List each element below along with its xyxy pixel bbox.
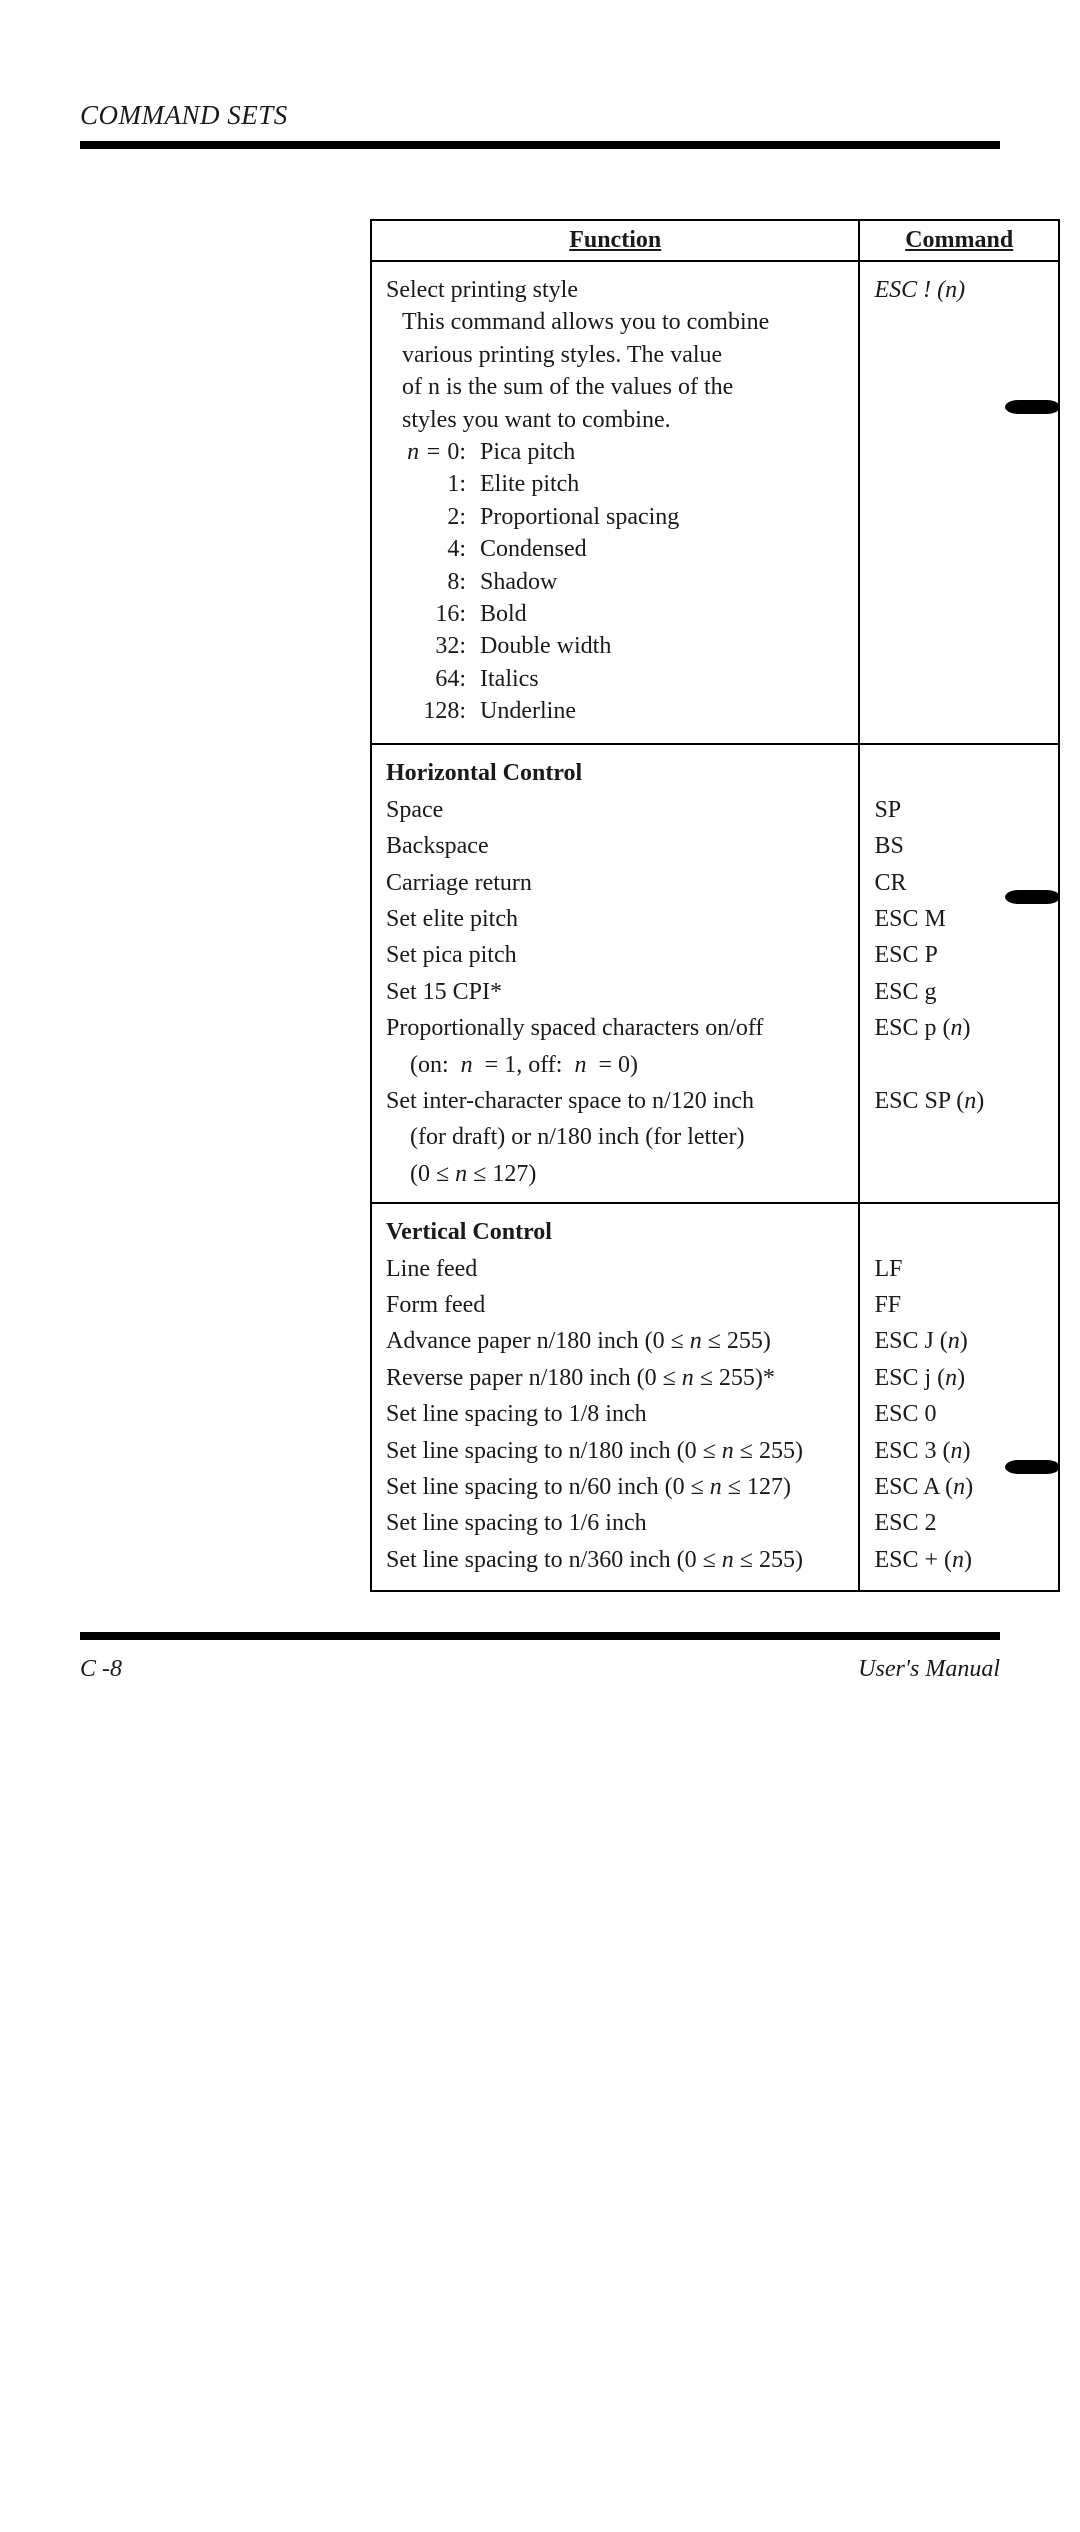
manual-title: User's Manual <box>858 1656 1000 1683</box>
table-row: Set pica pitchESC P <box>371 937 1059 973</box>
table-row: (for draft) or n/180 inch (for letter) <box>371 1119 1059 1155</box>
footer-rule <box>80 1632 1000 1640</box>
page-number: C -8 <box>80 1656 122 1683</box>
sec1-title: Select printing style <box>386 277 578 303</box>
cell-function: Select printing style This command allow… <box>371 261 859 729</box>
table-row: Set line spacing to 1/6 inchESC 2 <box>371 1505 1059 1541</box>
table-row: Select printing style This command allow… <box>371 261 1059 729</box>
n-prefix: n = <box>407 439 441 465</box>
table-row: Set line spacing to n/60 inch (0 ≤ n ≤ 1… <box>371 1469 1059 1505</box>
sec1-desc: various printing styles. The value <box>386 339 844 371</box>
table-row: (0 ≤ n ≤ 127) <box>371 1156 1059 1203</box>
table-header-row: Function Command <box>371 220 1059 261</box>
section-heading: Vertical Control <box>371 1203 859 1250</box>
table-row: Set 15 CPI*ESC g <box>371 974 1059 1010</box>
table-row: Set elite pitchESC M <box>371 901 1059 937</box>
sec1-desc: This command allows you to combine <box>386 306 844 338</box>
table-row: Set line spacing to n/360 inch (0 ≤ n ≤ … <box>371 1542 1059 1591</box>
table-row: Advance paper n/180 inch (0 ≤ n ≤ 255)ES… <box>371 1323 1059 1359</box>
manual-page: COMMAND SETS Function Command Select pri… <box>0 0 1080 1683</box>
table-row: Form feedFF <box>371 1287 1059 1323</box>
cmd-text: ESC ! (n) <box>874 277 965 303</box>
table-row: (on: n = 1, off: n = 0) <box>371 1047 1059 1083</box>
table-row: Line feedLF <box>371 1251 1059 1287</box>
table-row: Reverse paper n/180 inch (0 ≤ n ≤ 255)*E… <box>371 1360 1059 1396</box>
binder-mark-icon <box>1005 1460 1060 1474</box>
command-table-wrap: Function Command Select printing style T… <box>370 219 1060 1592</box>
table-row: Vertical Control <box>371 1203 1059 1250</box>
table-row: Horizontal Control <box>371 744 1059 791</box>
n-value-list: n = 0:Pica pitch 1:Elite pitch 2:Proport… <box>386 436 844 728</box>
spacer-row <box>371 729 1059 744</box>
sec1-desc: styles you want to combine. <box>386 404 844 436</box>
command-table: Function Command Select printing style T… <box>370 219 1060 1592</box>
sec1-desc: of n is the sum of the values of the <box>386 371 844 403</box>
header-rule <box>80 141 1000 149</box>
table-row: SpaceSP <box>371 792 1059 828</box>
table-row: Set inter-character space to n/120 inchE… <box>371 1083 1059 1119</box>
cell-command: ESC ! (n) <box>859 261 1059 729</box>
table-row: BackspaceBS <box>371 828 1059 864</box>
table-row: Set line spacing to 1/8 inchESC 0 <box>371 1396 1059 1432</box>
binder-mark-icon <box>1005 400 1060 414</box>
binder-mark-icon <box>1005 890 1060 904</box>
table-row: Proportionally spaced characters on/offE… <box>371 1010 1059 1046</box>
table-row: Set line spacing to n/180 inch (0 ≤ n ≤ … <box>371 1433 1059 1469</box>
table-row: Carriage returnCR <box>371 865 1059 901</box>
col-header-function: Function <box>371 220 859 261</box>
col-header-command: Command <box>859 220 1059 261</box>
section-header: COMMAND SETS <box>80 100 1000 131</box>
page-footer: C -8 User's Manual <box>80 1656 1000 1683</box>
section-heading: Horizontal Control <box>371 744 859 791</box>
